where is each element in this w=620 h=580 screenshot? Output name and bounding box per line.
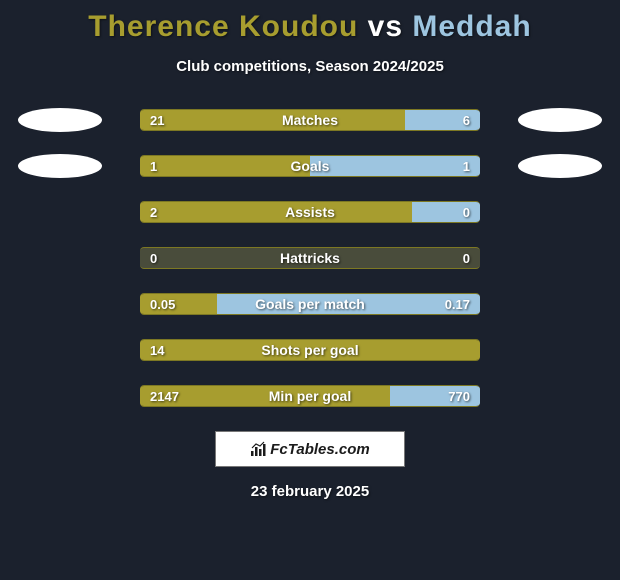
stat-row: 0.050.17Goals per match	[0, 293, 620, 315]
watermark-text: FcTables.com	[270, 441, 369, 458]
stats-container: 216Matches 11Goals 20Assists 00Hattricks 0.0…	[0, 109, 620, 407]
stat-bar: 00Hattricks	[140, 247, 480, 269]
team-badge-right	[518, 108, 602, 132]
stat-label: Goals per match	[140, 294, 480, 314]
watermark: FcTables.com	[215, 431, 405, 467]
stat-row: 11Goals	[0, 155, 620, 177]
stat-row: 20Assists	[0, 201, 620, 223]
team-badge-right	[518, 154, 602, 178]
stat-label: Matches	[140, 110, 480, 130]
player1-name: Therence Koudou	[88, 10, 358, 43]
comparison-title: Therence Koudou vs Meddah	[0, 0, 620, 44]
stat-row: 14Shots per goal	[0, 339, 620, 361]
stat-bar: 11Goals	[140, 155, 480, 177]
team-badge-left	[18, 154, 102, 178]
chart-icon	[250, 441, 266, 457]
stat-label: Shots per goal	[140, 340, 480, 360]
vs-separator: vs	[368, 10, 403, 43]
stat-label: Min per goal	[140, 386, 480, 406]
player2-name: Meddah	[412, 10, 531, 43]
subtitle: Club competitions, Season 2024/2025	[0, 58, 620, 75]
stat-row: 2147770Min per goal	[0, 385, 620, 407]
stat-row: 00Hattricks	[0, 247, 620, 269]
stat-label: Assists	[140, 202, 480, 222]
stat-bar: 14Shots per goal	[140, 339, 480, 361]
stat-bar: 216Matches	[140, 109, 480, 131]
stat-label: Hattricks	[140, 248, 480, 268]
stat-bar: 0.050.17Goals per match	[140, 293, 480, 315]
stat-bar: 2147770Min per goal	[140, 385, 480, 407]
team-badge-left	[18, 108, 102, 132]
stat-bar: 20Assists	[140, 201, 480, 223]
stat-row: 216Matches	[0, 109, 620, 131]
date: 23 february 2025	[0, 483, 620, 500]
stat-label: Goals	[140, 156, 480, 176]
